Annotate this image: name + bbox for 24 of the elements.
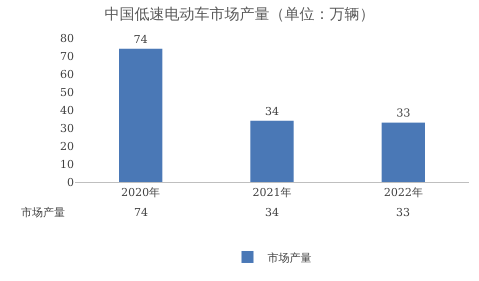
bar bbox=[119, 48, 162, 182]
y-tick-label: 30 bbox=[60, 122, 74, 135]
legend-label: 市场产量 bbox=[268, 251, 312, 264]
y-tick-label: 10 bbox=[60, 158, 74, 171]
text: 33 bbox=[396, 206, 410, 219]
text: 74 bbox=[134, 206, 148, 219]
data-label: 33 bbox=[396, 106, 410, 120]
y-tick-label: 60 bbox=[60, 68, 74, 81]
data-label: 34 bbox=[265, 104, 279, 118]
y-tick-label: 50 bbox=[60, 86, 74, 99]
x-tick-label: 2021年 bbox=[252, 186, 292, 200]
y-tick-label: 20 bbox=[60, 140, 74, 153]
y-tick-label: 0 bbox=[67, 176, 74, 189]
x-tick-label: 2020年 bbox=[121, 186, 160, 200]
chart-title: 中国低速电动车市场产量（单位：万辆） bbox=[104, 4, 374, 23]
bar bbox=[250, 120, 294, 182]
y-tick-label: 40 bbox=[60, 104, 74, 117]
text: 市场产量 bbox=[21, 206, 65, 219]
y-tick-label: 80 bbox=[60, 32, 74, 45]
y-tick-label: 70 bbox=[60, 50, 74, 63]
bar bbox=[382, 122, 425, 182]
data-label: 74 bbox=[134, 32, 148, 46]
x-tick-label: 2022年 bbox=[384, 186, 423, 200]
text: 34 bbox=[265, 206, 279, 219]
